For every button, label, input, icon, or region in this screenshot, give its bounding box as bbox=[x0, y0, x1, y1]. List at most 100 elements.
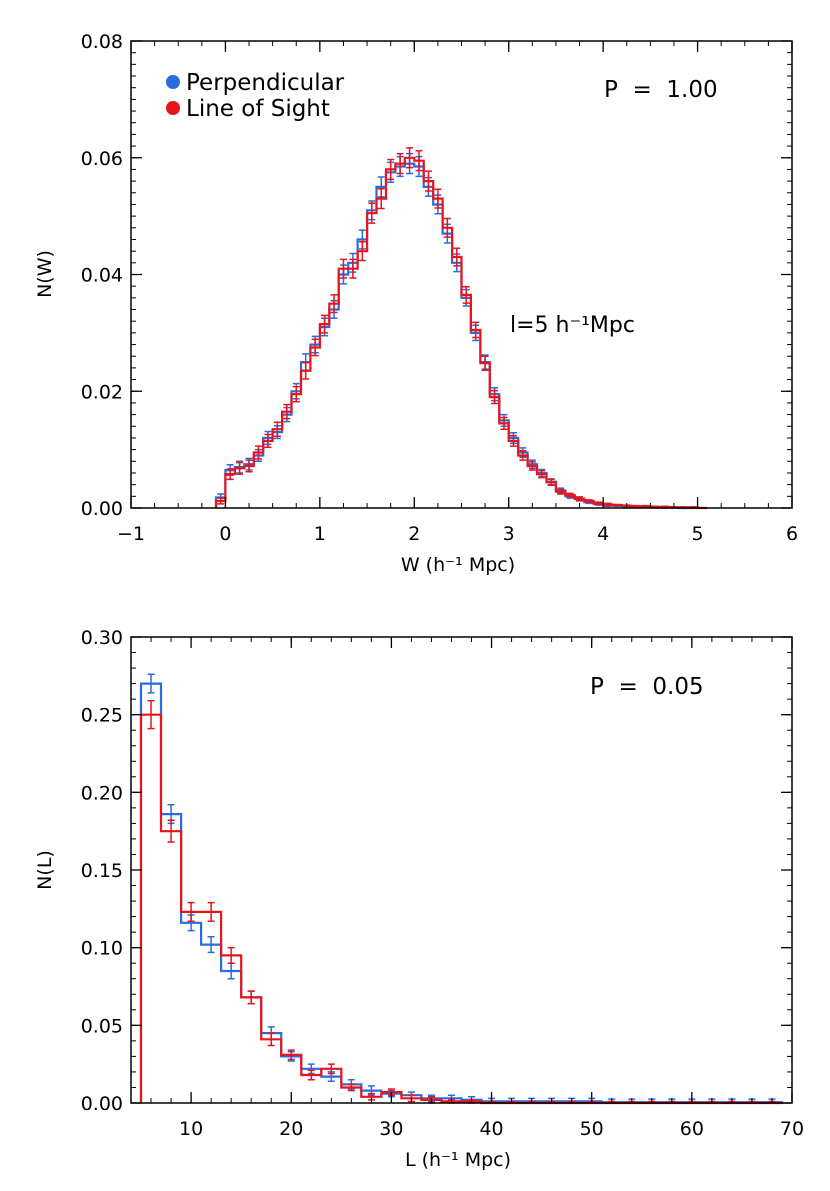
series-line-of-sight bbox=[139, 699, 782, 1105]
panel-bottom: 10 20 30 40 50 60 70 0.00 0.05 0.10 0.15 0.20 0.25 0.… bbox=[34, 627, 804, 1171]
error-bar bbox=[207, 936, 215, 954]
error-bar bbox=[500, 416, 508, 430]
error-bar bbox=[528, 461, 536, 471]
error-bar bbox=[396, 152, 404, 175]
error-bar bbox=[254, 445, 262, 460]
error-bar bbox=[167, 819, 175, 843]
x-tick-label: 50 bbox=[580, 1118, 604, 1140]
x-tick-label: 3 bbox=[503, 523, 515, 545]
error-bar bbox=[273, 421, 281, 437]
series-perpendicular bbox=[139, 673, 784, 1104]
error-bar bbox=[566, 492, 574, 498]
x-tick-label: 2 bbox=[408, 523, 420, 545]
error-bar bbox=[462, 286, 470, 304]
error-bar bbox=[604, 502, 612, 507]
error-bar bbox=[424, 170, 432, 192]
error-bar bbox=[415, 149, 423, 172]
x-tick-label: −1 bbox=[117, 523, 145, 545]
error-bar bbox=[538, 469, 546, 479]
legend-label-perpendicular: Perpendicular bbox=[186, 70, 345, 96]
error-bar bbox=[632, 504, 640, 508]
x-tick-label: 10 bbox=[179, 1118, 203, 1140]
error-bar bbox=[207, 901, 215, 923]
axis-ticks-bottom: 10 20 30 40 50 60 70 0.00 0.05 0.10 0.15 0.20 0.25 0.… bbox=[81, 627, 804, 1140]
error-bar bbox=[585, 499, 593, 503]
error-bar bbox=[226, 468, 234, 481]
error-bar bbox=[472, 321, 480, 339]
error-bar bbox=[557, 488, 565, 495]
error-bar bbox=[227, 946, 235, 964]
y-tick-label: 0.04 bbox=[81, 265, 123, 287]
error-bar bbox=[349, 258, 357, 279]
y-tick-label: 0.15 bbox=[81, 860, 123, 882]
error-bar bbox=[187, 901, 195, 923]
y-tick-label: 0.02 bbox=[81, 381, 123, 403]
series-line-of-sight bbox=[214, 147, 707, 510]
error-bar bbox=[283, 403, 291, 420]
error-bar bbox=[236, 461, 244, 475]
legend-marker-perpendicular bbox=[166, 75, 180, 89]
plot-frame-bottom bbox=[130, 636, 793, 1104]
error-bar bbox=[321, 314, 329, 334]
error-bar bbox=[347, 1083, 355, 1092]
step-line-line-of-sight bbox=[139, 713, 782, 1105]
error-bar bbox=[613, 503, 621, 507]
error-bar bbox=[368, 202, 376, 224]
annotation-p-top: P = 1.00 bbox=[604, 77, 718, 103]
series-marks-top bbox=[214, 147, 707, 510]
error-bar bbox=[292, 385, 300, 403]
step-line-perpendicular bbox=[139, 682, 784, 1104]
y-tick-label: 0.08 bbox=[81, 31, 123, 53]
error-bar bbox=[661, 505, 669, 509]
error-bar bbox=[264, 433, 272, 449]
legend-marker-line-of-sight bbox=[166, 101, 180, 115]
error-bar bbox=[327, 1063, 335, 1075]
error-bar bbox=[519, 450, 527, 461]
error-bar bbox=[247, 990, 255, 1005]
x-tick-label: 6 bbox=[786, 523, 798, 545]
error-bar bbox=[443, 217, 451, 238]
y-tick-label: 0.05 bbox=[81, 1015, 123, 1037]
x-tick-label: 40 bbox=[479, 1118, 503, 1140]
error-bar bbox=[302, 361, 310, 380]
x-tick-label: 0 bbox=[219, 523, 231, 545]
axis-ticks-top: −1 0 1 2 3 4 5 6 0.00 0.02 0.04 0.06 0.08 bbox=[81, 31, 798, 545]
y-axis-label-top: N(W) bbox=[34, 250, 56, 298]
error-bar bbox=[339, 258, 347, 279]
x-tick-label: 20 bbox=[279, 1118, 303, 1140]
error-bar bbox=[406, 147, 414, 169]
panel-top: −1 0 1 2 3 4 5 6 0.00 0.02 0.04 0.06 0.08 Perpendicu… bbox=[34, 31, 798, 576]
error-bar bbox=[245, 459, 253, 473]
error-bar bbox=[576, 496, 584, 502]
error-bar bbox=[147, 673, 155, 694]
x-tick-label: 4 bbox=[597, 523, 609, 545]
error-bar bbox=[147, 699, 155, 730]
x-tick-label: 30 bbox=[379, 1118, 403, 1140]
error-bar bbox=[217, 497, 225, 505]
error-bar bbox=[267, 1032, 275, 1047]
y-axis-label-bottom: N(L) bbox=[34, 850, 56, 890]
y-tick-label: 0.20 bbox=[81, 782, 123, 804]
y-tick-label: 0.00 bbox=[81, 1093, 123, 1115]
x-axis-label-bottom: L (h⁻¹ Mpc) bbox=[405, 1149, 511, 1171]
y-tick-label: 0.06 bbox=[81, 148, 123, 170]
annotation-scale: l=5 h⁻¹Mpc bbox=[510, 313, 635, 338]
x-tick-label: 70 bbox=[780, 1118, 804, 1140]
x-axis-label-top: W (h⁻¹ Mpc) bbox=[401, 554, 515, 576]
x-tick-label: 1 bbox=[314, 523, 326, 545]
y-tick-label: 0.25 bbox=[81, 705, 123, 727]
legend-label-line-of-sight: Line of Sight bbox=[186, 96, 330, 122]
error-bar bbox=[509, 434, 517, 447]
y-tick-label: 0.30 bbox=[81, 627, 123, 649]
legend: Perpendicular Line of Sight bbox=[166, 70, 345, 122]
error-bar bbox=[330, 294, 338, 314]
error-bar bbox=[547, 478, 555, 486]
error-bar bbox=[481, 355, 489, 371]
error-bar bbox=[594, 501, 602, 506]
error-bar bbox=[642, 504, 650, 508]
error-bar bbox=[307, 1069, 315, 1081]
x-tick-label: 5 bbox=[692, 523, 704, 545]
error-bar bbox=[651, 505, 659, 509]
